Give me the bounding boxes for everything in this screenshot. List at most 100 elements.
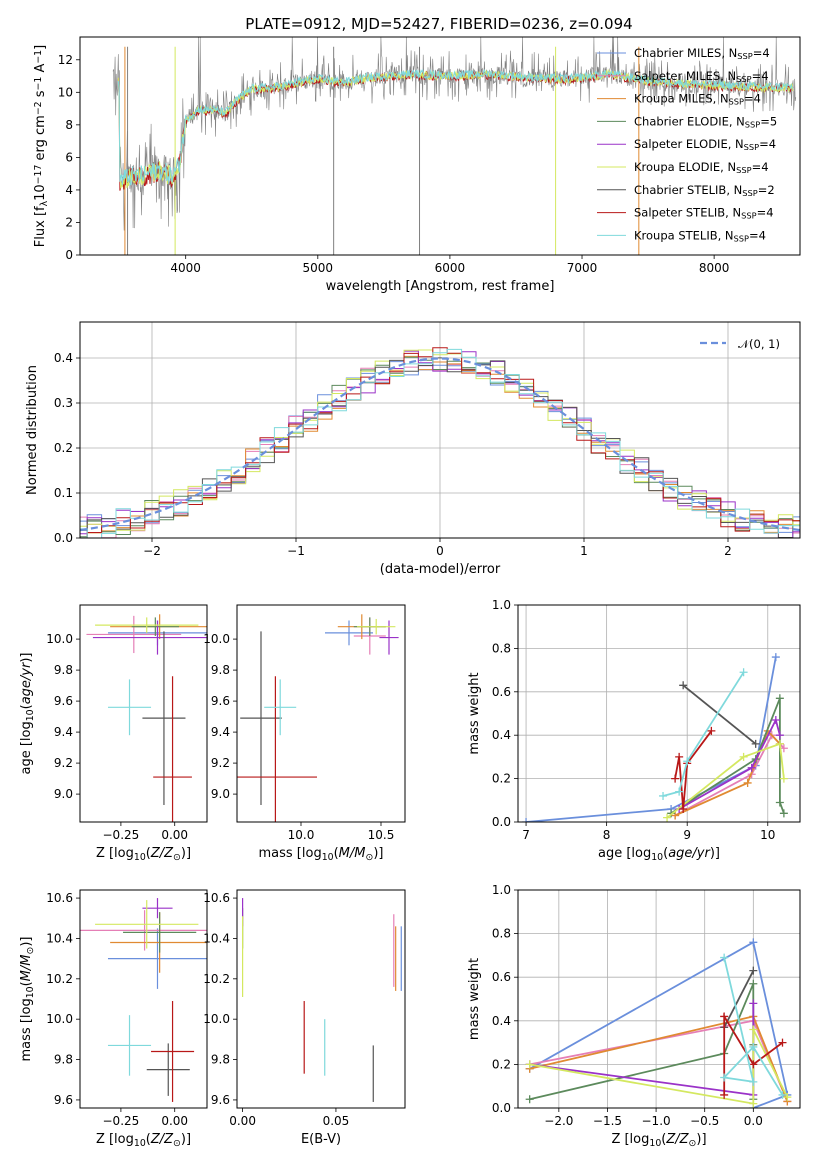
label-part: (0, 1) <box>749 337 780 351</box>
legend-entry: Chabrier ELODIE, NSSP=5 <box>634 114 777 129</box>
label-part: mass weight <box>467 672 482 754</box>
weight-marker <box>747 763 756 772</box>
weight-marker <box>775 731 784 740</box>
label-part: age [log <box>598 846 651 861</box>
y-tick-label: 10 <box>58 85 73 99</box>
x-tick-label: 1 <box>580 544 588 558</box>
weight-marker <box>779 809 788 818</box>
normal-legend-label: 𝒩(0, 1) <box>738 337 780 351</box>
y-axis-label: Flux [fλ10−17 erg cm−2 s−1 A−1] <box>33 45 50 247</box>
y-tick-label: 9.6 <box>211 1093 230 1107</box>
y-tick-label: 9.8 <box>54 1053 73 1067</box>
label-part: ( <box>661 1132 666 1147</box>
y-tick-label: 10.0 <box>46 1012 73 1026</box>
weight-marker <box>749 1099 758 1108</box>
plot-area <box>237 614 399 822</box>
label-part: )] <box>19 937 34 947</box>
label-part: wavelength [Angstrom, rest frame] <box>326 279 555 294</box>
label-part: SSP <box>741 211 756 221</box>
label-part: Z [log <box>611 1132 649 1147</box>
y-tick-label: 10.6 <box>203 891 230 905</box>
x-tick-label: −2.0 <box>544 1114 573 1128</box>
y-tick-label: 10.0 <box>46 632 73 646</box>
label-part: mass weight <box>467 958 482 1040</box>
histogram-step <box>80 349 800 531</box>
y-tick-label: 0.6 <box>492 685 511 699</box>
weight-marker <box>522 818 531 822</box>
label-part: 10 <box>134 1138 146 1149</box>
figure-title: PLATE=0912, MJD=52427, FIBERID=0236, z=0… <box>245 15 632 33</box>
label-part: Salpeter STELIB, N <box>634 206 741 220</box>
weight-marker <box>720 953 729 962</box>
y-tick-label: 0.8 <box>492 927 511 941</box>
x-tick-label: 7000 <box>567 261 598 275</box>
label-part: ( <box>19 981 34 986</box>
y-tick-label: 1.0 <box>492 598 511 612</box>
legend-entry: Kroupa ELODIE, NSSP=4 <box>634 160 769 175</box>
x-axis-label: Z [log10(Z/Z⊙)] <box>96 846 191 863</box>
weight-marker <box>778 1038 787 1047</box>
y-tick-label: 0.2 <box>492 772 511 786</box>
weight-marker <box>749 938 758 947</box>
label-part: ⊙ <box>25 947 36 955</box>
weight-marker <box>743 778 752 787</box>
weight-marker <box>739 668 748 677</box>
label-part: )] <box>373 846 383 861</box>
y-tick-label: 10.2 <box>203 972 230 986</box>
label-part: ⊙ <box>689 1138 697 1149</box>
plot-area <box>80 347 800 538</box>
weight-marker <box>783 1093 792 1102</box>
x-tick-label: 0.05 <box>323 1114 350 1128</box>
y-tick-label: 0.4 <box>54 351 73 365</box>
x-tick-label: −1.0 <box>642 1114 671 1128</box>
weight-line <box>529 1029 789 1105</box>
label-part: Kroupa ELODIE, N <box>634 160 736 174</box>
label-part: SSP <box>736 165 751 175</box>
y-axis-label: Normed distribution <box>25 365 40 495</box>
plot-area <box>86 614 207 822</box>
label-part: erg cm <box>33 115 48 164</box>
label-part: ⊙ <box>173 852 181 863</box>
x-tick-label: 10.5 <box>368 828 395 842</box>
y-tick-label: 9.2 <box>211 756 230 770</box>
x-tick-label: 10.0 <box>288 828 315 842</box>
legend-entry: Kroupa STELIB, NSSP=4 <box>634 228 766 243</box>
label-part: Salpeter MILES, N <box>634 69 736 83</box>
x-tick-label: 5000 <box>303 261 334 275</box>
x-tick-label: −0.25 <box>103 828 140 842</box>
x-axis-label: E(B-V) <box>301 1132 341 1147</box>
y-tick-label: 9.4 <box>211 725 230 739</box>
label-part: Salpeter ELODIE, N <box>634 137 744 151</box>
plot-area <box>242 898 402 1102</box>
label-part: E(B-V) <box>301 1132 341 1147</box>
label-part: Kroupa MILES, N <box>634 92 729 106</box>
weight-marker <box>749 1077 758 1086</box>
label-part: mass [log <box>259 846 322 861</box>
weight-marker <box>775 739 784 748</box>
x-tick-label: 8000 <box>699 261 730 275</box>
weight-marker <box>778 1090 787 1099</box>
weight-marker <box>749 1060 758 1069</box>
y-tick-label: 8 <box>65 118 73 132</box>
y-tick-label: 9.0 <box>211 787 230 801</box>
weight-line <box>526 656 777 822</box>
label-part: SSP <box>742 188 757 198</box>
label-part: 10 <box>651 852 663 863</box>
label-part: SSP <box>745 120 760 130</box>
plot-area <box>525 938 792 1108</box>
label-part: Z/Z <box>150 1132 174 1147</box>
x-tick-label: −0.5 <box>690 1114 719 1128</box>
y-tick-label: 2 <box>65 215 73 229</box>
x-tick-label: 4000 <box>170 261 201 275</box>
histogram-step <box>80 357 800 538</box>
label-part: (data-model)/error <box>380 562 501 577</box>
label-part: age/yr <box>19 661 34 704</box>
x-tick-label: −1.5 <box>593 1114 622 1128</box>
y-axis-label: age [log10(age/yr)] <box>19 652 36 774</box>
weight-marker <box>663 813 672 822</box>
y-tick-label: 0.0 <box>54 531 73 545</box>
plot-area <box>80 898 207 1102</box>
axes-frame <box>517 889 801 1109</box>
label-part: =4 <box>757 206 774 220</box>
